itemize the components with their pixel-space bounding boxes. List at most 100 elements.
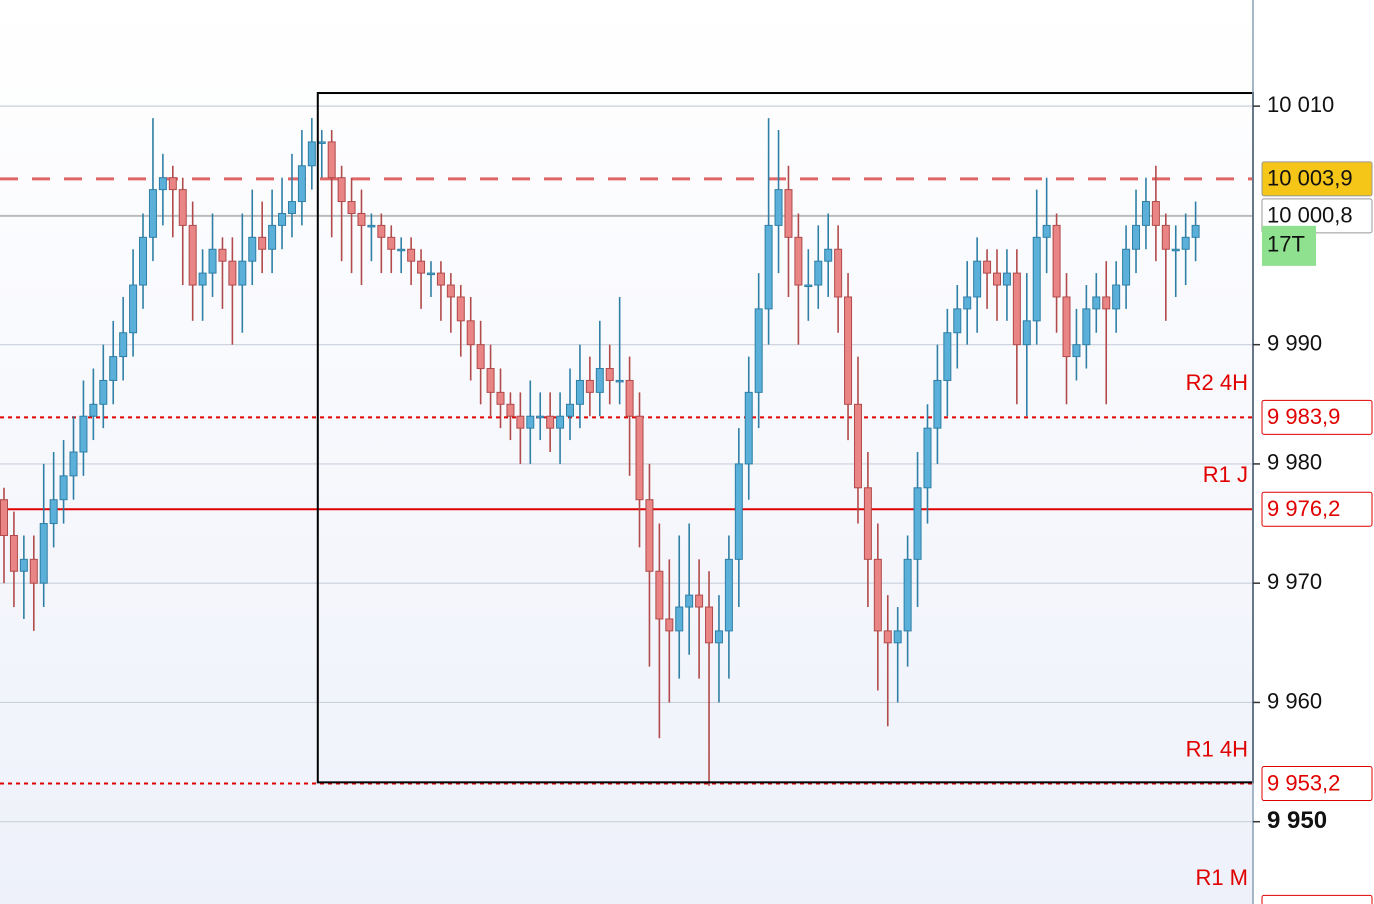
candle-body xyxy=(953,308,962,334)
y-tick-label: 9 950 xyxy=(1267,807,1327,834)
candle-body xyxy=(426,272,435,276)
candle-body xyxy=(675,606,684,632)
candle-body xyxy=(1092,296,1101,310)
y-tick-label: 9 990 xyxy=(1267,330,1322,355)
candle-body xyxy=(397,248,406,252)
candle-body xyxy=(297,165,306,203)
candle-body xyxy=(1141,201,1150,226)
y-tick-label: 10 010 xyxy=(1267,92,1334,117)
candle-body xyxy=(1132,224,1141,250)
candle-body xyxy=(824,248,833,262)
candle-body xyxy=(575,379,584,405)
candle-body xyxy=(317,141,326,144)
candle-body xyxy=(387,236,396,250)
candle-body xyxy=(357,212,366,226)
candle-body xyxy=(278,212,287,226)
candle-body xyxy=(307,141,316,167)
candle-body xyxy=(417,260,426,274)
candle-body xyxy=(79,415,88,453)
candle-body xyxy=(705,606,714,644)
candle-body xyxy=(506,403,515,417)
candle-body xyxy=(129,284,138,334)
candle-body xyxy=(476,344,485,370)
candle-body xyxy=(1191,224,1200,238)
candle-body xyxy=(1012,272,1021,346)
candle-body xyxy=(1122,248,1131,286)
candle-body xyxy=(595,368,604,393)
candle-body xyxy=(139,236,148,286)
candle-body xyxy=(466,320,475,346)
price-badge xyxy=(1261,161,1373,197)
candle-body xyxy=(1112,284,1121,310)
price-badge xyxy=(1261,894,1373,904)
candle-body xyxy=(1171,248,1180,252)
candle-body xyxy=(208,248,217,274)
candle-body xyxy=(148,189,157,238)
candle-body xyxy=(327,141,336,179)
candle-body xyxy=(834,248,843,298)
candle-body xyxy=(983,260,992,274)
price-badge xyxy=(1261,399,1373,435)
candle-body xyxy=(714,630,723,644)
candle-body xyxy=(724,558,733,632)
candle-body xyxy=(585,379,594,393)
candle-body xyxy=(238,260,247,286)
candle-body xyxy=(923,427,932,489)
candle-body xyxy=(198,272,207,286)
candle-body xyxy=(49,499,58,525)
candle-body xyxy=(258,236,267,250)
y-tick-label: 9 970 xyxy=(1267,569,1322,594)
price-badge-label: 9 983,9 xyxy=(1267,404,1340,429)
candle-body xyxy=(1102,296,1111,310)
level-name: R1 4H xyxy=(1186,736,1248,761)
candle-body xyxy=(526,415,535,429)
candle-body xyxy=(158,177,167,191)
candle-body xyxy=(804,284,813,288)
price-badge xyxy=(1261,198,1373,234)
candle-body xyxy=(1002,272,1011,286)
candle-body xyxy=(605,368,614,381)
candle-body xyxy=(188,224,197,286)
candle-body xyxy=(446,284,455,298)
candle-body xyxy=(893,630,902,644)
candle-body xyxy=(1181,236,1190,250)
candle-body xyxy=(9,534,18,572)
axis-background xyxy=(1253,0,1374,904)
candle-body xyxy=(814,260,823,286)
candle-body xyxy=(39,523,48,584)
candle-body xyxy=(69,451,78,477)
candle-body xyxy=(794,236,803,286)
candle-body xyxy=(436,272,445,286)
candle-body xyxy=(218,248,227,262)
level-name: R1 M xyxy=(1195,865,1248,890)
candle-body xyxy=(119,332,128,358)
candle-body xyxy=(844,296,853,405)
candle-body xyxy=(287,201,296,214)
level-name: R1 J xyxy=(1203,462,1248,487)
candle-body xyxy=(863,487,872,560)
price-badge-label: 10 000,8 xyxy=(1267,203,1353,228)
candle-body xyxy=(89,403,98,417)
candle-body xyxy=(1151,201,1160,226)
price-badge-label: 10 003,9 xyxy=(1267,166,1353,191)
price-badge-label: 9 976,2 xyxy=(1267,496,1340,521)
candle-body xyxy=(516,415,525,429)
candle-body xyxy=(1161,224,1170,250)
candle-body xyxy=(665,618,674,632)
price-badge xyxy=(1261,491,1373,527)
candle-body xyxy=(943,332,952,381)
candle-body xyxy=(19,558,28,572)
price-badge xyxy=(1261,766,1373,802)
candle-body xyxy=(903,558,912,632)
timer-badge xyxy=(1262,225,1316,266)
candle-body xyxy=(456,296,465,322)
candle-body xyxy=(377,224,386,238)
candle-body xyxy=(625,379,634,417)
level-name: R2 4H xyxy=(1186,370,1248,395)
candle-body xyxy=(109,356,118,381)
y-tick-label: 9 980 xyxy=(1267,450,1322,475)
candle-body xyxy=(1042,224,1051,238)
candle-body xyxy=(734,463,743,560)
candle-body xyxy=(973,260,982,298)
